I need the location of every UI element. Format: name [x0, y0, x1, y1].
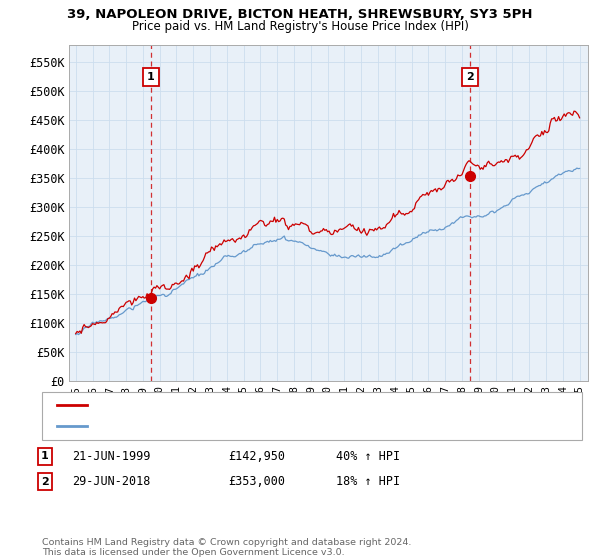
Text: Price paid vs. HM Land Registry's House Price Index (HPI): Price paid vs. HM Land Registry's House … [131, 20, 469, 32]
Text: Contains HM Land Registry data © Crown copyright and database right 2024.
This d: Contains HM Land Registry data © Crown c… [42, 538, 412, 557]
Text: 1: 1 [147, 72, 155, 82]
Text: 39, NAPOLEON DRIVE, BICTON HEATH, SHREWSBURY, SY3 5PH (detached house): 39, NAPOLEON DRIVE, BICTON HEATH, SHREWS… [93, 400, 530, 410]
Text: 1: 1 [41, 451, 49, 461]
Text: 40% ↑ HPI: 40% ↑ HPI [336, 450, 400, 463]
Text: 39, NAPOLEON DRIVE, BICTON HEATH, SHREWSBURY, SY3 5PH: 39, NAPOLEON DRIVE, BICTON HEATH, SHREWS… [67, 8, 533, 21]
Text: 2: 2 [466, 72, 474, 82]
Text: 29-JUN-2018: 29-JUN-2018 [72, 475, 151, 488]
Text: HPI: Average price, detached house, Shropshire: HPI: Average price, detached house, Shro… [93, 421, 380, 431]
Text: £353,000: £353,000 [228, 475, 285, 488]
Text: 18% ↑ HPI: 18% ↑ HPI [336, 475, 400, 488]
Text: 21-JUN-1999: 21-JUN-1999 [72, 450, 151, 463]
Text: 2: 2 [41, 477, 49, 487]
Text: £142,950: £142,950 [228, 450, 285, 463]
